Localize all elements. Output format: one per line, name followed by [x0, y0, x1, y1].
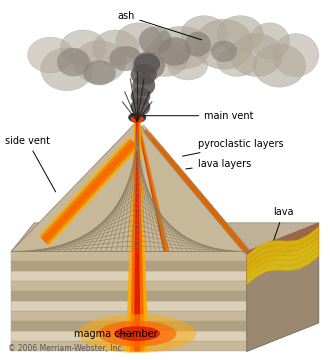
Polygon shape	[247, 223, 319, 351]
Polygon shape	[160, 149, 248, 253]
Polygon shape	[11, 292, 247, 301]
Text: lava: lava	[273, 207, 293, 240]
Polygon shape	[136, 121, 168, 251]
Ellipse shape	[132, 51, 165, 80]
Text: side vent: side vent	[5, 136, 56, 192]
Text: ash: ash	[117, 11, 202, 40]
Polygon shape	[151, 138, 248, 253]
Ellipse shape	[41, 48, 93, 91]
Polygon shape	[247, 242, 319, 275]
Ellipse shape	[158, 37, 191, 66]
Ellipse shape	[131, 87, 150, 105]
Ellipse shape	[78, 314, 196, 353]
Text: © 2006 Merriam-Webster, Inc.: © 2006 Merriam-Webster, Inc.	[8, 344, 124, 353]
Polygon shape	[11, 121, 137, 251]
Polygon shape	[42, 140, 136, 243]
Polygon shape	[247, 223, 319, 351]
Polygon shape	[11, 321, 247, 332]
Polygon shape	[138, 121, 170, 251]
Ellipse shape	[168, 51, 208, 80]
Ellipse shape	[230, 33, 283, 76]
Ellipse shape	[134, 53, 160, 75]
Polygon shape	[140, 124, 249, 253]
Polygon shape	[11, 332, 247, 342]
Ellipse shape	[211, 41, 237, 62]
Ellipse shape	[184, 32, 211, 57]
Polygon shape	[134, 121, 141, 351]
Polygon shape	[126, 121, 148, 351]
Ellipse shape	[142, 41, 188, 76]
Ellipse shape	[60, 30, 106, 66]
Ellipse shape	[93, 30, 139, 66]
Ellipse shape	[128, 112, 146, 123]
Polygon shape	[146, 132, 249, 253]
Polygon shape	[247, 251, 319, 285]
Polygon shape	[201, 198, 249, 253]
Polygon shape	[247, 246, 319, 280]
Polygon shape	[11, 271, 247, 282]
Ellipse shape	[114, 326, 160, 341]
Ellipse shape	[116, 23, 162, 59]
Polygon shape	[137, 121, 247, 251]
Polygon shape	[173, 164, 249, 253]
Ellipse shape	[182, 16, 227, 51]
Polygon shape	[11, 261, 247, 271]
Polygon shape	[247, 226, 319, 260]
Polygon shape	[169, 159, 248, 253]
Ellipse shape	[131, 98, 150, 116]
Polygon shape	[39, 137, 139, 246]
Ellipse shape	[273, 33, 319, 76]
Text: magma chamber: magma chamber	[74, 329, 158, 339]
Polygon shape	[187, 180, 248, 253]
Ellipse shape	[98, 321, 177, 346]
Polygon shape	[11, 301, 247, 311]
Ellipse shape	[132, 75, 155, 96]
Polygon shape	[247, 223, 319, 273]
Ellipse shape	[57, 48, 90, 76]
Polygon shape	[11, 282, 247, 292]
Ellipse shape	[131, 64, 157, 85]
Ellipse shape	[194, 19, 253, 69]
Ellipse shape	[131, 116, 144, 123]
Text: pyroclastic layers: pyroclastic layers	[182, 139, 283, 156]
Ellipse shape	[250, 23, 289, 59]
Polygon shape	[247, 237, 319, 271]
Polygon shape	[182, 174, 249, 253]
Ellipse shape	[152, 26, 211, 69]
Polygon shape	[11, 342, 247, 351]
Polygon shape	[164, 153, 249, 253]
Polygon shape	[130, 121, 145, 351]
Polygon shape	[11, 223, 319, 251]
Polygon shape	[41, 139, 137, 244]
Ellipse shape	[28, 37, 73, 73]
Polygon shape	[11, 311, 247, 321]
Ellipse shape	[217, 16, 263, 51]
Polygon shape	[144, 129, 248, 253]
Polygon shape	[247, 231, 319, 266]
Polygon shape	[155, 143, 249, 253]
Polygon shape	[178, 170, 248, 253]
Ellipse shape	[253, 44, 306, 87]
Polygon shape	[190, 185, 249, 253]
Text: main vent: main vent	[143, 111, 254, 121]
Ellipse shape	[217, 48, 257, 76]
Polygon shape	[11, 251, 247, 261]
Polygon shape	[198, 193, 248, 253]
Text: lava layers: lava layers	[186, 159, 251, 169]
Ellipse shape	[139, 26, 172, 55]
Ellipse shape	[109, 46, 142, 71]
Ellipse shape	[73, 41, 126, 84]
Ellipse shape	[83, 60, 116, 85]
